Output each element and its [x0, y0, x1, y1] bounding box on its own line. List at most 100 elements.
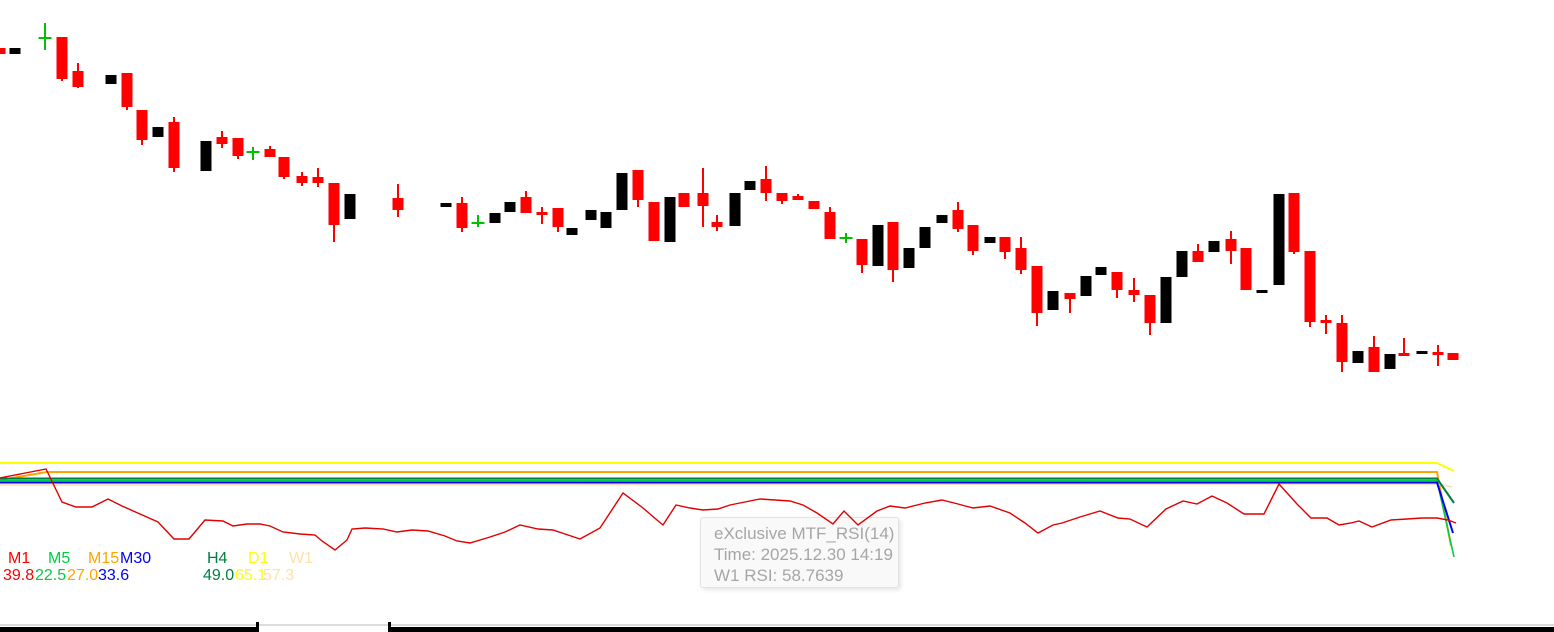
legend-value-m1: 39.8 — [3, 567, 35, 584]
candle-body — [984, 237, 996, 243]
candle-body — [168, 122, 180, 168]
candle-body — [1320, 320, 1332, 323]
candle-body — [887, 222, 899, 270]
candle-body — [1288, 193, 1300, 252]
candle-body — [1111, 272, 1123, 290]
candle-body — [392, 198, 404, 210]
candle-body — [760, 179, 772, 193]
candle-body — [105, 75, 117, 84]
candle-body — [312, 177, 324, 183]
candle-body — [328, 183, 340, 225]
candle-body — [1256, 290, 1268, 293]
candle-body — [697, 193, 709, 206]
candles-group — [0, 23, 1459, 372]
candle-body — [1192, 251, 1204, 262]
candle-body — [824, 212, 836, 239]
scrollbar-thumb[interactable] — [388, 627, 1554, 632]
scrollbar-track[interactable] — [0, 624, 1554, 626]
candle-body — [872, 225, 884, 266]
candle-body — [1336, 323, 1348, 362]
candle-body — [776, 193, 788, 201]
candle-body — [1273, 194, 1285, 285]
candle-body — [792, 196, 804, 200]
candle-body — [903, 248, 915, 268]
candle-body — [1368, 347, 1380, 372]
candle-body — [999, 237, 1011, 252]
legend-label-d1: D1 — [248, 550, 269, 567]
candle-body — [600, 212, 612, 228]
candle-body — [632, 170, 644, 200]
legend-label-h4: H4 — [207, 550, 228, 567]
tooltip-title: eXclusive MTF_RSI(14) — [714, 524, 895, 543]
indicator-tooltip: eXclusive MTF_RSI(14) Time: 2025.12.30 1… — [700, 517, 899, 588]
candle-body — [1352, 351, 1364, 363]
candle-body — [536, 212, 548, 215]
legend-label-m30: M30 — [120, 550, 152, 567]
candle-body — [344, 194, 356, 219]
candle-body — [136, 110, 148, 140]
candle-body — [744, 181, 756, 190]
candle-body — [1384, 354, 1396, 369]
candle-body — [1398, 353, 1410, 356]
legend-label-w1: W1 — [289, 550, 313, 567]
legend-label-m15: M15 — [88, 550, 120, 567]
candle-body — [678, 193, 690, 207]
legend-value-m15: 27.0 — [67, 567, 99, 584]
candle-body — [729, 193, 741, 226]
candle-body — [1064, 293, 1076, 299]
candle-body — [200, 141, 212, 171]
candle-body — [952, 210, 964, 229]
candle-body — [585, 210, 597, 220]
candle-body — [121, 73, 133, 107]
candle-body — [552, 208, 564, 227]
candle-body — [456, 203, 468, 228]
candle-body — [1047, 291, 1059, 310]
legend-label-m5: M5 — [48, 550, 71, 567]
candle-body — [1031, 266, 1043, 313]
candle-body — [278, 157, 290, 177]
legend-value-d1: 65.1 — [235, 567, 267, 584]
scrollbar-thumb[interactable] — [0, 627, 258, 632]
candle-body — [296, 176, 308, 183]
legend-label-m1: M1 — [8, 550, 31, 567]
candle-body — [566, 228, 578, 235]
candle-body — [1432, 352, 1444, 355]
candle-body — [1160, 277, 1172, 323]
candle-body — [1208, 241, 1220, 252]
candle-body — [856, 239, 868, 265]
candle-body — [648, 202, 660, 241]
candle-body — [919, 227, 931, 248]
candle-body — [232, 138, 244, 156]
legend-value-m30: 33.6 — [98, 567, 130, 584]
tooltip-value: W1 RSI: 58.7639 — [714, 566, 844, 585]
candle-body — [1225, 239, 1237, 251]
candle-body — [1304, 251, 1316, 322]
candle-body — [72, 71, 84, 87]
candle-body — [711, 222, 723, 227]
candle-body — [1095, 267, 1107, 275]
mtf-level-line-d1 — [0, 462, 1455, 472]
candle-body — [264, 149, 276, 157]
candle-body — [0, 48, 6, 54]
candle-body — [616, 173, 628, 210]
mtf-level-line-w1 — [0, 483, 1453, 488]
candle-body — [504, 202, 516, 212]
candle-body — [216, 137, 228, 144]
candle-body — [1416, 351, 1428, 354]
legend-value-m5: 22.5 — [35, 567, 67, 584]
tooltip-time: Time: 2025.12.30 14:19 — [714, 545, 893, 564]
candle-body — [1176, 251, 1188, 277]
candle-body — [1080, 276, 1092, 296]
candle-body — [936, 215, 948, 223]
candle-body — [1144, 295, 1156, 323]
candle-body — [808, 201, 820, 209]
candle-body — [1447, 353, 1459, 360]
legend-value-h4: 49.0 — [203, 567, 235, 584]
mtf-level-line-h4 — [0, 477, 1455, 504]
candle-body — [440, 203, 452, 207]
candle-body — [152, 127, 164, 137]
candle-body — [967, 225, 979, 251]
candle-body — [664, 197, 676, 242]
scrollbar-notch — [388, 622, 391, 632]
